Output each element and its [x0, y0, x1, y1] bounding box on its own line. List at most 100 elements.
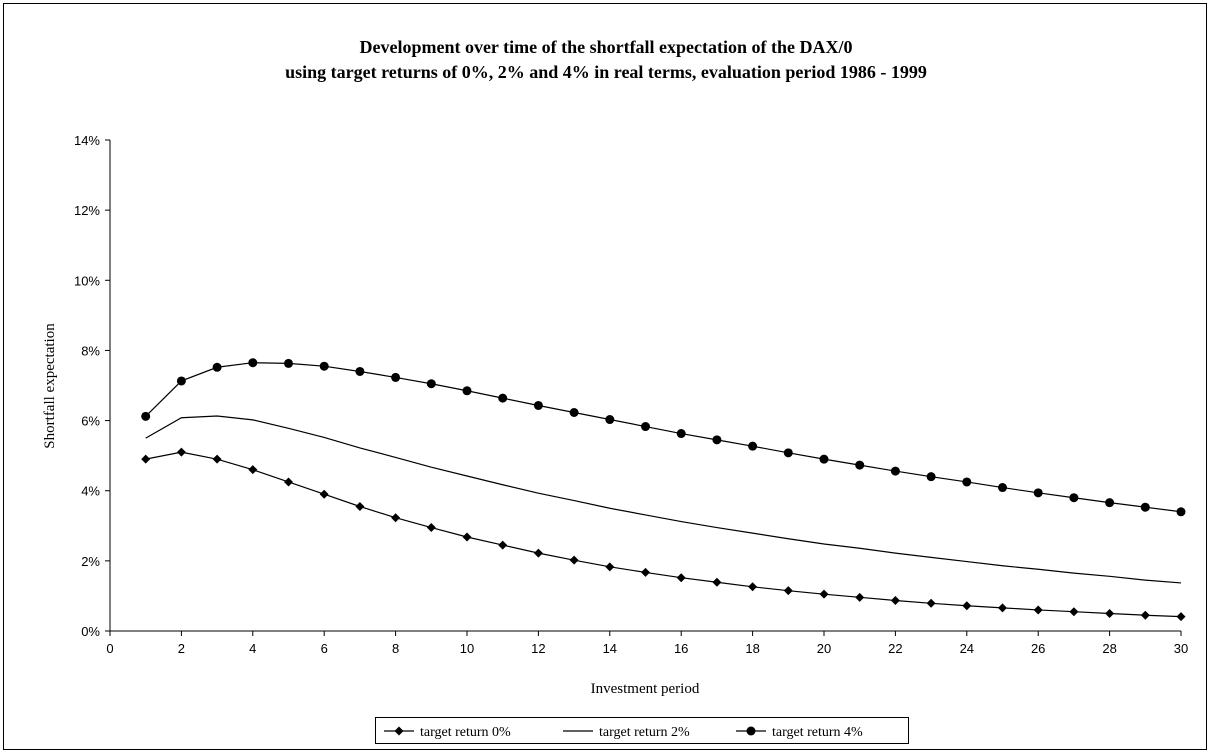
series-line-0 [145, 451, 1182, 618]
data-point-series-2 [212, 362, 222, 372]
data-point-series-0 [355, 501, 365, 511]
y-tick-label: 12% [74, 203, 100, 218]
legend-marker-2 [746, 726, 756, 736]
data-point-series-0 [676, 573, 686, 583]
chart-frame: Development over time of the shortfall e… [3, 3, 1207, 750]
y-tick-label: 14% [74, 133, 100, 148]
axes [105, 139, 1182, 636]
data-point-series-0 [783, 586, 793, 596]
data-point-series-0 [890, 595, 900, 605]
data-point-series-0 [533, 548, 543, 558]
data-point-series-2 [855, 460, 865, 470]
legend: target return 0% target return 2% target r… [375, 717, 909, 744]
data-point-series-0 [1105, 608, 1115, 618]
data-point-series-2 [1069, 493, 1079, 503]
data-point-series-0 [569, 555, 579, 565]
x-tick-label: 4 [249, 641, 256, 656]
data-point-series-2 [569, 408, 579, 418]
x-axis-title: Investment period [591, 681, 700, 697]
y-tick-label: 2% [81, 554, 100, 569]
series-line-2 [145, 362, 1182, 513]
x-tick-label: 24 [960, 641, 974, 656]
x-tick-label: 30 [1174, 641, 1188, 656]
x-tick-label: 28 [1102, 641, 1116, 656]
y-tick-label: 6% [81, 414, 100, 429]
legend-label-1: target return 2% [599, 725, 690, 740]
series-line-1 [145, 415, 1182, 584]
data-point-series-0 [319, 489, 329, 499]
series-markers [141, 358, 1186, 622]
legend-marker-0 [394, 726, 404, 736]
chart-title-line-1: Development over time of the shortfall e… [359, 37, 853, 57]
data-point-series-0 [1140, 610, 1150, 620]
data-point-series-0 [212, 454, 222, 464]
data-point-series-0 [1176, 612, 1186, 622]
data-point-series-2 [176, 376, 186, 386]
data-point-series-2 [1105, 498, 1115, 508]
chart-title-line-2: using target returns of 0%, 2% and 4% in… [285, 62, 927, 82]
x-tick-label: 6 [321, 641, 328, 656]
data-point-series-0 [926, 598, 936, 608]
data-point-series-0 [712, 577, 722, 587]
data-point-series-0 [998, 603, 1007, 613]
data-point-series-0 [141, 454, 151, 464]
x-tick-label: 14 [603, 641, 617, 656]
data-point-series-2 [319, 361, 329, 371]
x-tick-label: 0 [106, 641, 113, 656]
data-point-series-0 [1069, 607, 1079, 617]
data-point-series-2 [926, 472, 936, 482]
data-point-series-2 [676, 429, 686, 439]
data-point-series-2 [783, 448, 793, 458]
data-point-series-0 [176, 447, 186, 457]
data-point-series-0 [819, 589, 829, 599]
data-point-series-2 [748, 441, 758, 451]
y-tick-label: 4% [81, 484, 100, 499]
legend-label-2: target return 4% [772, 725, 863, 740]
data-point-series-2 [1033, 488, 1043, 498]
data-point-series-2 [1140, 502, 1150, 512]
data-point-series-2 [391, 372, 401, 382]
data-point-series-2 [462, 386, 472, 396]
y-axis-title: Shortfall expectation [42, 323, 58, 449]
data-point-series-2 [498, 393, 508, 403]
data-point-series-2 [355, 366, 365, 376]
data-point-series-0 [962, 601, 972, 611]
x-tick-label: 26 [1031, 641, 1045, 656]
data-point-series-2 [641, 422, 650, 432]
data-point-series-0 [248, 465, 258, 475]
x-tick-labels: 0 2 4 6 8 10 12 14 16 18 20 22 24 26 28 30 [106, 641, 1188, 656]
data-point-series-2 [819, 454, 829, 464]
data-point-series-2 [890, 466, 900, 476]
x-tick-label: 16 [674, 641, 688, 656]
data-point-series-0 [284, 477, 293, 487]
y-tick-labels: 0% 2% 4% 6% 8% 10% 12% 14% [74, 133, 100, 639]
data-point-series-2 [248, 358, 258, 368]
data-point-series-2 [962, 477, 972, 487]
x-tick-label: 10 [460, 641, 474, 656]
x-tick-label: 8 [392, 641, 399, 656]
x-tick-label: 18 [745, 641, 759, 656]
legend-label-0: target return 0% [420, 725, 511, 740]
data-point-series-2 [426, 379, 436, 389]
data-point-series-0 [498, 540, 508, 550]
data-point-series-0 [605, 562, 615, 572]
data-point-series-2 [998, 483, 1007, 493]
data-point-series-2 [284, 358, 293, 368]
data-point-series-0 [748, 582, 758, 592]
x-tick-label: 22 [888, 641, 902, 656]
data-point-series-0 [391, 513, 401, 523]
x-tick-label: 20 [817, 641, 831, 656]
data-point-series-0 [641, 567, 650, 577]
data-point-series-2 [141, 411, 151, 421]
data-point-series-0 [855, 592, 865, 602]
data-point-series-2 [712, 435, 722, 445]
data-point-series-0 [462, 532, 472, 542]
x-tick-label: 12 [531, 641, 545, 656]
data-point-series-0 [426, 523, 436, 533]
data-point-series-2 [533, 400, 543, 410]
y-tick-label: 10% [74, 273, 100, 288]
y-tick-label: 8% [81, 343, 100, 358]
data-point-series-0 [1033, 605, 1043, 615]
y-tick-label: 0% [81, 624, 100, 639]
data-point-series-2 [1176, 507, 1186, 517]
